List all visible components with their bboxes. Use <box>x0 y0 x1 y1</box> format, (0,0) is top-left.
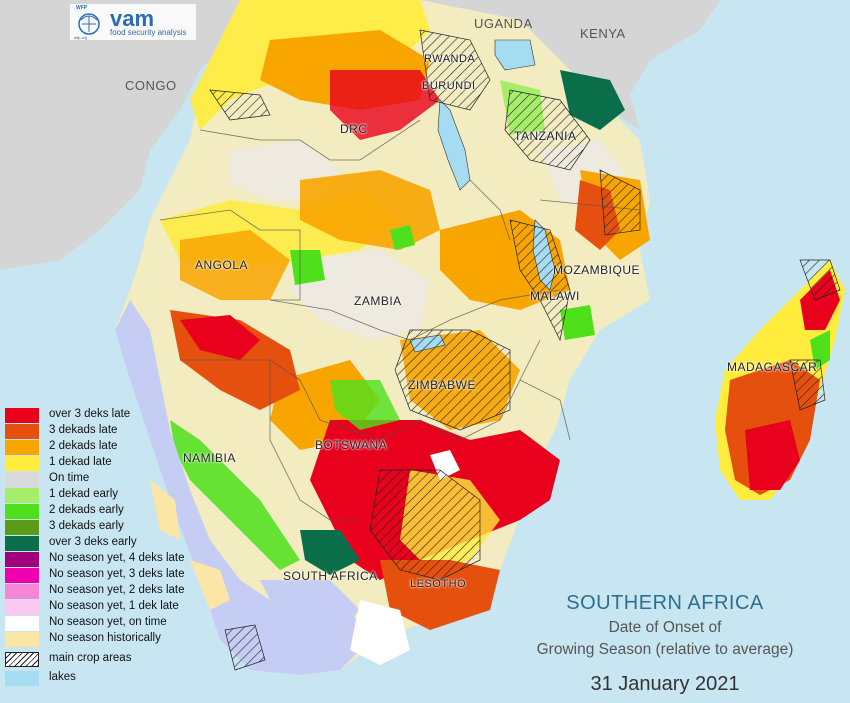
legend-label: main crop areas <box>49 652 132 664</box>
legend-item: 3 dekads late <box>5 424 225 440</box>
legend-item: lakes <box>5 671 225 687</box>
legend-swatch <box>5 671 39 686</box>
legend-swatch <box>5 424 39 439</box>
legend-swatch <box>5 504 39 519</box>
legend-item: 2 dekads late <box>5 440 225 456</box>
label-congo: CONGO <box>125 78 177 93</box>
vam-logo: WFP wfp.org vam food security analysis <box>70 4 196 40</box>
legend-swatch <box>5 568 39 583</box>
western-land <box>0 0 240 270</box>
legend-item: over 3 deks late <box>5 408 225 424</box>
legend-item: main crop areas <box>5 652 225 668</box>
title-block: SOUTHERN AFRICA Date of Onset of Growing… <box>500 592 830 696</box>
legend-label: 3 dekads late <box>49 424 118 436</box>
legend-label: over 3 deks early <box>49 536 137 548</box>
legend-swatch <box>5 616 39 631</box>
map-legend: over 3 deks late 3 dekads late 2 dekads la… <box>5 408 225 687</box>
vam-name: vam <box>110 6 155 31</box>
vam-subtitle: food security analysis <box>110 28 187 37</box>
map-title: SOUTHERN AFRICA <box>566 592 764 614</box>
label-burundi: BURUNDI <box>422 80 476 92</box>
legend-swatch <box>5 536 39 551</box>
legend-swatch <box>5 408 39 423</box>
map-subtitle-line2: Growing Season (relative to average) <box>536 641 794 658</box>
map-date: 31 January 2021 <box>590 673 740 695</box>
legend-swatch <box>5 520 39 535</box>
legend-swatch <box>5 652 39 667</box>
wfp-text: WFP <box>76 5 88 11</box>
label-angola: ANGOLA <box>195 258 249 272</box>
wfp-sub: wfp.org <box>74 35 88 40</box>
label-rwanda: RWANDA <box>424 53 476 65</box>
legend-swatch <box>5 488 39 503</box>
legend-swatch <box>5 472 39 487</box>
legend-swatch <box>5 440 39 455</box>
legend-item: No season yet, 1 dek late <box>5 600 225 616</box>
legend-item: No season historically <box>5 632 225 648</box>
label-zimbabwe: ZIMBABWE <box>408 378 477 392</box>
legend-swatch <box>5 552 39 567</box>
wfp-emblem-icon <box>78 13 100 35</box>
label-madagascar: MADAGASCAR <box>727 360 818 374</box>
legend-label: No season yet, 1 dek late <box>49 600 179 612</box>
legend-item: over 3 deks early <box>5 536 225 552</box>
legend-swatch <box>5 632 39 647</box>
label-kenya: KENYA <box>580 26 626 41</box>
legend-item: No season yet, 2 deks late <box>5 584 225 600</box>
legend-label: No season yet, 4 deks late <box>49 552 185 564</box>
legend-swatch <box>5 456 39 471</box>
legend-label: lakes <box>49 671 76 683</box>
legend-label: over 3 deks late <box>49 408 131 420</box>
legend-swatch <box>5 600 39 615</box>
northern-land <box>0 0 720 130</box>
legend-item: 1 dekad late <box>5 456 225 472</box>
legend-item: 2 dekads early <box>5 504 225 520</box>
label-uganda: UGANDA <box>474 16 533 31</box>
legend-label: No season historically <box>49 632 161 644</box>
legend-label: No season yet, 3 deks late <box>49 568 185 580</box>
label-namibia: NAMIBIA <box>183 451 236 465</box>
label-tanzania: TANZANIA <box>514 129 577 143</box>
legend-item: On time <box>5 472 225 488</box>
label-mozambique: MOZAMBIQUE <box>553 263 641 277</box>
legend-label: On time <box>49 472 90 484</box>
legend-swatch <box>5 584 39 599</box>
label-south-africa: SOUTH AFRICA <box>283 569 378 583</box>
map-subtitle-line1: Date of Onset of <box>608 619 722 636</box>
legend-item: No season yet, 3 deks late <box>5 568 225 584</box>
legend-item: 1 dekad early <box>5 488 225 504</box>
legend-label: 1 dekad early <box>49 488 119 500</box>
label-lesotho: LESOTHO <box>410 578 467 590</box>
legend-label: 2 dekads early <box>49 504 124 516</box>
label-drc: DRC <box>340 122 368 136</box>
legend-label: 3 dekads early <box>49 520 124 532</box>
legend-item: No season yet, on time <box>5 616 225 632</box>
label-botswana: BOTSWANA <box>315 438 388 452</box>
legend-label: No season yet, on time <box>49 616 167 628</box>
label-zambia: ZAMBIA <box>354 294 402 308</box>
legend-label: No season yet, 2 deks late <box>49 584 185 596</box>
legend-item: No season yet, 4 deks late <box>5 552 225 568</box>
legend-item: 3 dekads early <box>5 520 225 536</box>
label-malawi: MALAWI <box>530 289 580 303</box>
legend-label: 2 dekads late <box>49 440 118 452</box>
legend-label: 1 dekad late <box>49 456 112 468</box>
